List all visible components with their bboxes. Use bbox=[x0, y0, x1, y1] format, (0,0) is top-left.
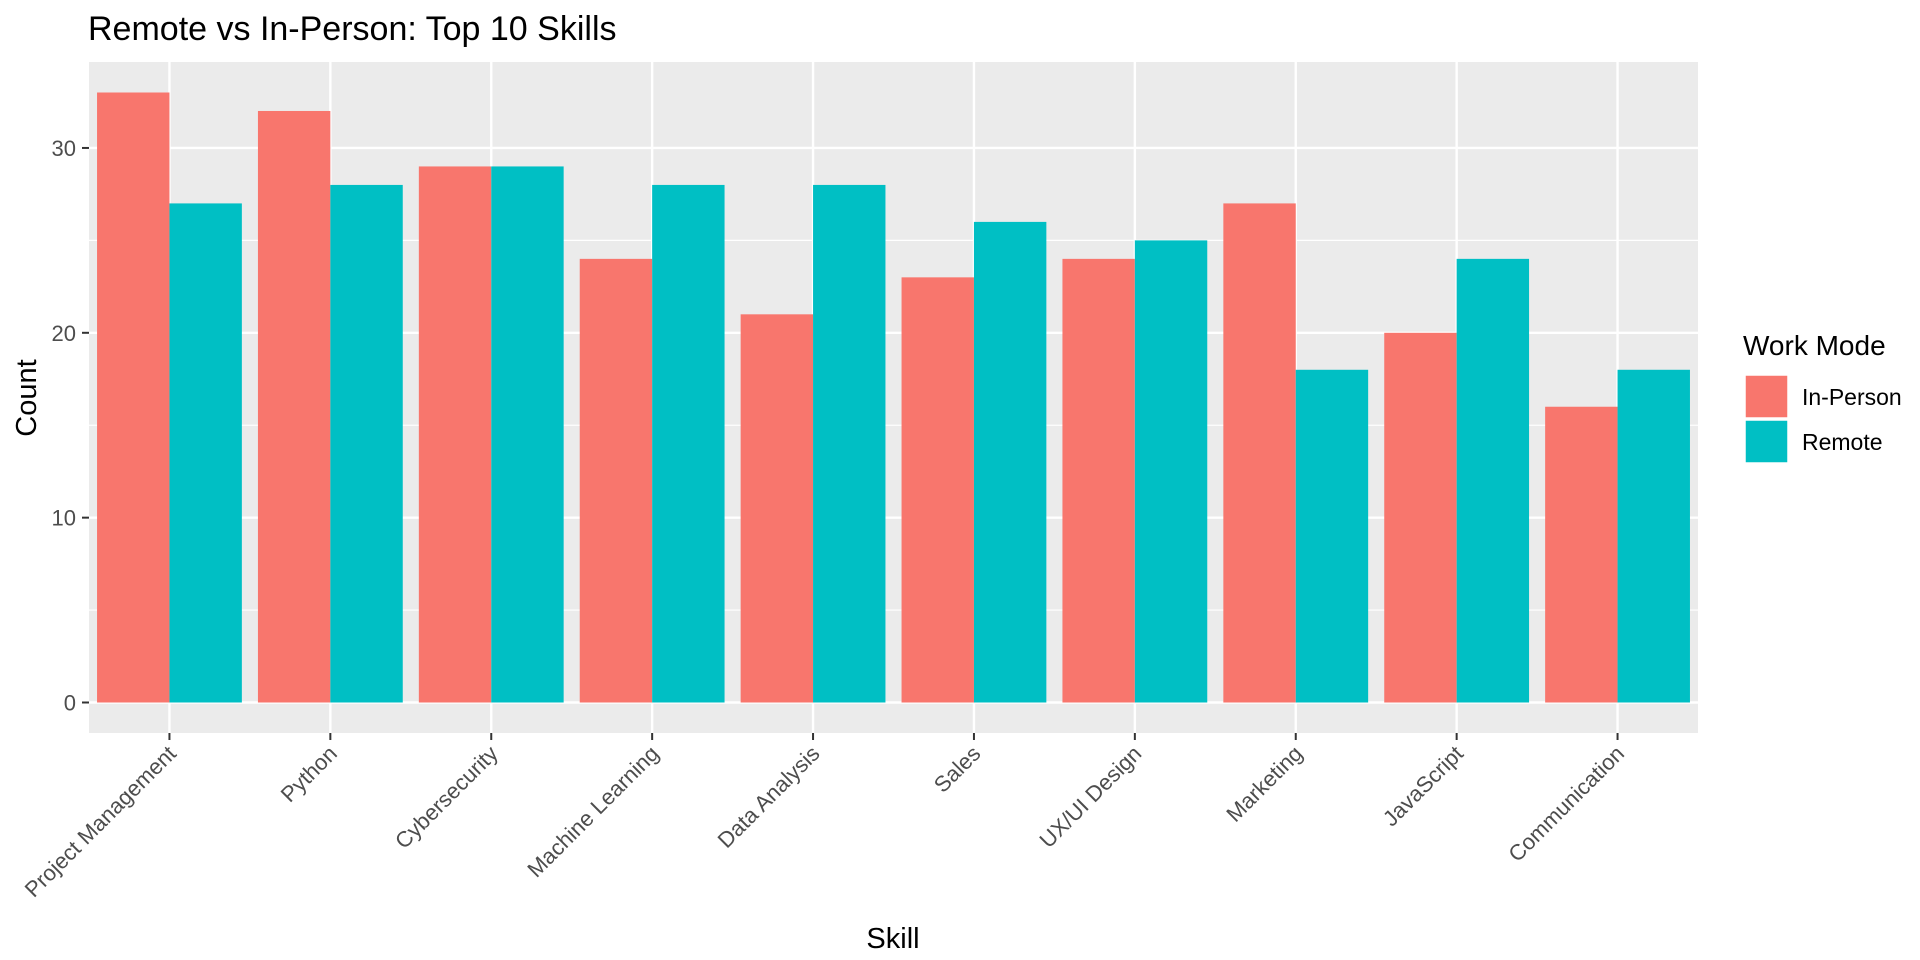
bar-remote-data-analysis bbox=[813, 184, 886, 703]
x-tick-label: UX/UI Design bbox=[1034, 741, 1146, 853]
x-tick-label: Sales bbox=[929, 741, 986, 798]
bar-in-person-data-analysis bbox=[740, 314, 814, 703]
legend: Work Mode In-Person Remote bbox=[1743, 330, 1902, 464]
x-tick-label: Cybersecurity bbox=[390, 741, 503, 854]
legend-key-in-person bbox=[1744, 374, 1789, 419]
x-axis-title: Skill bbox=[866, 923, 919, 955]
bar-remote-machine-learning bbox=[652, 184, 725, 703]
bar-remote-marketing bbox=[1295, 369, 1369, 703]
bar-remote-sales bbox=[973, 221, 1047, 703]
y-tick-label: 0 bbox=[64, 691, 76, 716]
x-tick-label: Project Management bbox=[20, 741, 181, 902]
y-tick-label: 20 bbox=[52, 321, 76, 346]
legend-label: Remote bbox=[1802, 429, 1883, 455]
x-axis: Project Management Python Cybersecurity Mac… bbox=[20, 733, 1629, 902]
chart-title: Remote vs In-Person: Top 10 Skills bbox=[88, 10, 617, 48]
bar-remote-ux-ui-design bbox=[1134, 240, 1208, 703]
bar-in-person-communication bbox=[1545, 406, 1618, 703]
bar-remote-communication bbox=[1617, 369, 1690, 703]
y-axis-title: Count bbox=[11, 359, 43, 436]
bars bbox=[97, 92, 1690, 703]
x-tick-label: Python bbox=[276, 741, 342, 807]
bar-in-person-machine-learning bbox=[579, 258, 653, 703]
y-axis: 0 10 20 30 bbox=[52, 136, 89, 716]
legend-key-remote bbox=[1744, 419, 1789, 464]
bar-remote-javascript bbox=[1456, 258, 1530, 703]
bar-in-person-cybersecurity bbox=[418, 166, 492, 703]
x-tick-label: Communication bbox=[1503, 741, 1629, 867]
bar-in-person-project-management bbox=[97, 92, 170, 703]
bar-remote-python bbox=[330, 184, 403, 703]
bar-in-person-python bbox=[257, 110, 331, 703]
bar-in-person-javascript bbox=[1384, 332, 1457, 703]
legend-label: In-Person bbox=[1802, 384, 1902, 410]
x-tick-label: Machine Learning bbox=[522, 741, 663, 882]
legend-title: Work Mode bbox=[1743, 330, 1886, 361]
x-tick-label: Marketing bbox=[1221, 741, 1307, 827]
x-tick-label: JavaScript bbox=[1378, 741, 1468, 831]
bar-in-person-ux-ui-design bbox=[1062, 258, 1135, 703]
x-tick-label: Data Analysis bbox=[713, 741, 825, 853]
bar-in-person-sales bbox=[901, 277, 974, 703]
bar-remote-cybersecurity bbox=[491, 166, 564, 703]
y-tick-label: 10 bbox=[52, 506, 76, 531]
y-tick-label: 30 bbox=[52, 136, 76, 161]
bar-remote-project-management bbox=[169, 203, 242, 703]
bar-in-person-marketing bbox=[1223, 203, 1296, 703]
